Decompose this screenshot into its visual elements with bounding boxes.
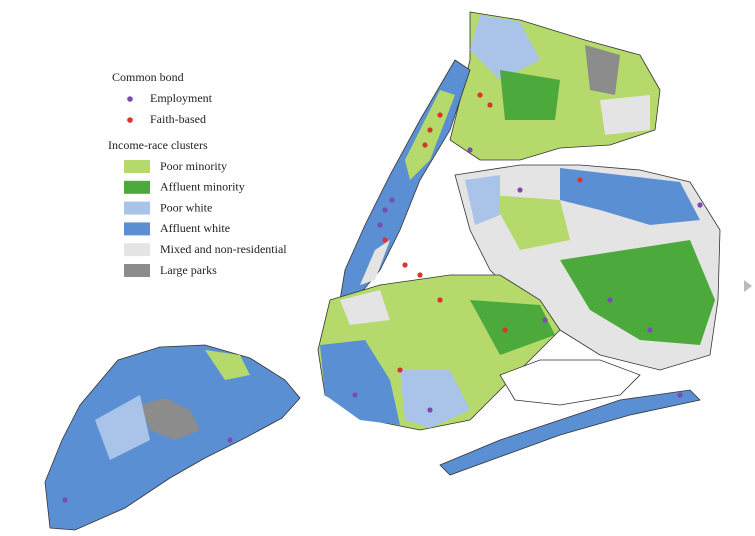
poor-minority-area bbox=[405, 90, 455, 180]
park bbox=[140, 398, 200, 440]
affluent-white-area bbox=[560, 168, 700, 225]
poor-white-area bbox=[465, 175, 500, 225]
legend-swatch bbox=[124, 222, 150, 236]
legend-title: Income-race clusters bbox=[108, 138, 208, 152]
poor-minority-area bbox=[205, 350, 250, 380]
legend-label: Faith-based bbox=[150, 112, 206, 126]
faith-dots bbox=[382, 92, 583, 373]
mixed-area bbox=[340, 290, 390, 325]
legend: Common bond Employment Faith-based Income-r… bbox=[108, 70, 287, 277]
legend-label: Employment bbox=[150, 91, 213, 105]
scroll-arrow bbox=[744, 280, 752, 292]
legend-swatch bbox=[124, 180, 150, 194]
poor-white-area bbox=[470, 15, 540, 80]
legend-swatch bbox=[124, 201, 150, 215]
legend-label: Mixed and non-residential bbox=[160, 242, 287, 256]
legend-title: Common bond bbox=[112, 70, 184, 84]
legend-label: Affluent white bbox=[160, 221, 230, 235]
mixed-area bbox=[360, 240, 390, 285]
rockaway bbox=[439, 389, 701, 476]
poor-white-area bbox=[400, 370, 470, 428]
legend-swatch bbox=[124, 264, 150, 277]
legend-label: Poor white bbox=[160, 200, 212, 214]
legend-swatch bbox=[124, 160, 150, 173]
legend-swatch bbox=[124, 243, 150, 257]
park bbox=[585, 45, 620, 95]
poor-minority-area bbox=[490, 195, 570, 250]
employment-dots bbox=[62, 147, 703, 503]
bay bbox=[499, 359, 641, 406]
affluent-minority-area bbox=[560, 240, 715, 345]
poor-white-area bbox=[95, 395, 150, 460]
affluent-minority-area bbox=[470, 300, 555, 355]
affluent-white-area bbox=[320, 340, 400, 425]
legend-label: Poor minority bbox=[160, 159, 227, 173]
affluent-minority-area bbox=[500, 70, 560, 120]
legend-dot bbox=[127, 96, 133, 102]
mixed-area bbox=[600, 95, 650, 135]
legend-label: Large parks bbox=[160, 263, 217, 277]
legend-label: Affluent minority bbox=[160, 180, 245, 194]
legend-dot bbox=[127, 117, 133, 123]
